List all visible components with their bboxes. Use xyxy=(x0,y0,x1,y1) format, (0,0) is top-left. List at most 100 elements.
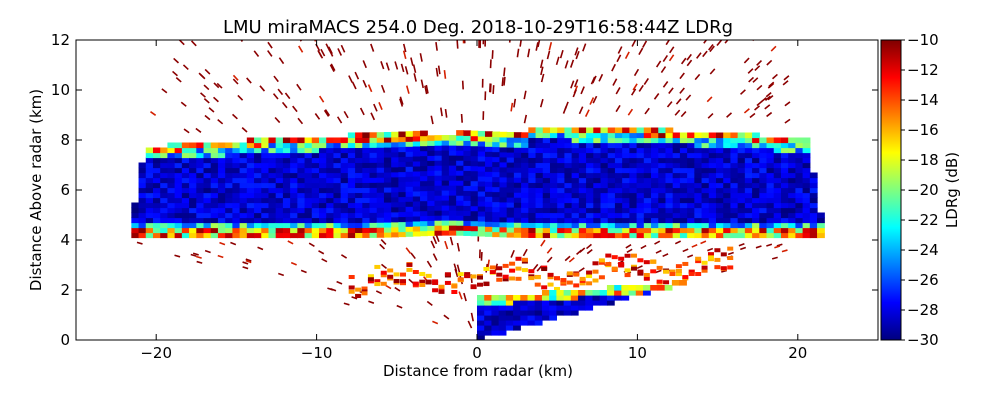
cloud-cell xyxy=(412,215,421,222)
cloud-cell xyxy=(499,141,508,148)
cloud-cell xyxy=(607,207,616,214)
cloud-cell xyxy=(622,152,630,159)
speckle-dash xyxy=(680,57,687,65)
speckle-dash xyxy=(626,248,633,254)
cloud-cell xyxy=(665,162,674,169)
speckle-dash xyxy=(679,72,685,80)
cloud-cell xyxy=(817,227,825,234)
cloud-cell xyxy=(261,187,270,194)
low-cloud-cell xyxy=(520,305,529,311)
cloud-cell xyxy=(239,192,248,199)
speckle-dash xyxy=(624,51,630,60)
cloud-cell xyxy=(564,232,573,239)
cloud-cell xyxy=(340,167,349,174)
cloud-cell xyxy=(304,157,313,164)
cloud-cell xyxy=(564,137,573,144)
low-cloud-cell xyxy=(484,310,493,316)
cloud-cell xyxy=(817,212,825,219)
speckle-dash xyxy=(325,43,331,51)
cloud-cell xyxy=(730,172,739,179)
cloud-cell xyxy=(362,222,371,228)
low-cloud-cell xyxy=(657,285,666,291)
cloud-cell xyxy=(369,142,378,148)
cloud-cell xyxy=(326,232,335,239)
cloud-cell xyxy=(744,222,753,229)
cloud-cell xyxy=(708,162,717,169)
cloud-cell xyxy=(521,202,529,208)
cloud-cell xyxy=(376,177,385,183)
cloud-cell xyxy=(528,232,537,238)
speckle-dash xyxy=(694,73,701,81)
cloud-cell xyxy=(795,162,804,169)
speckle-dash xyxy=(559,49,564,59)
cloud-cell xyxy=(679,172,688,179)
cloud-cell xyxy=(217,222,226,229)
speckle-dash xyxy=(598,73,604,82)
cloud-cell xyxy=(795,207,804,214)
speckle-dash xyxy=(784,101,791,107)
cloud-cell xyxy=(456,230,464,236)
cloud-cell xyxy=(643,172,652,179)
cloud-cell xyxy=(752,147,760,154)
cloud-cell xyxy=(290,157,298,164)
low-cloud-cell xyxy=(498,325,507,331)
cloud-cell xyxy=(499,216,508,223)
melt-cell xyxy=(502,263,509,268)
colorbar-axis: −30−28−26−24−22−20−18−16−14−12−10 xyxy=(901,31,939,349)
speckle-dash xyxy=(180,101,187,107)
cloud-cell xyxy=(311,162,320,169)
cloud-cell xyxy=(759,202,768,209)
cloud-cell xyxy=(174,207,183,214)
cloud-cell xyxy=(167,182,176,189)
cloud-cell xyxy=(383,216,392,223)
cloud-cell xyxy=(420,200,428,207)
cloud-cell xyxy=(239,147,248,154)
cloud-cell xyxy=(658,162,667,169)
cloud-cell xyxy=(369,217,378,223)
cloud-cell xyxy=(513,157,522,163)
cloud-cell xyxy=(448,135,457,141)
speckle-dash xyxy=(686,59,693,67)
cloud-cell xyxy=(513,227,522,233)
cloud-cell xyxy=(434,200,443,206)
cloud-cell xyxy=(802,207,811,214)
cloud-cell xyxy=(651,197,659,204)
cloud-cell xyxy=(405,221,414,227)
cloud-cell xyxy=(369,192,378,198)
cloud-cell xyxy=(622,187,630,194)
cloud-cell xyxy=(737,152,746,159)
speckle-dash xyxy=(213,82,220,89)
cloud-cell xyxy=(687,192,695,199)
cloud-cell xyxy=(304,167,313,174)
cloud-cell xyxy=(694,152,703,159)
cloud-cell xyxy=(658,157,667,164)
melt-cell xyxy=(361,286,368,291)
cloud-cell xyxy=(485,151,493,157)
melt-cell xyxy=(695,259,702,264)
cloud-cell xyxy=(210,222,219,229)
speckle-dash xyxy=(627,108,634,116)
cloud-cell xyxy=(636,172,645,179)
cloud-cell xyxy=(564,227,573,234)
cloud-cell xyxy=(196,197,205,204)
cloud-cell xyxy=(333,207,342,214)
cloud-cell xyxy=(391,176,400,183)
cloud-cell xyxy=(578,172,587,179)
melt-cell xyxy=(701,265,708,270)
cloud-cell xyxy=(275,222,284,229)
melt-cell xyxy=(560,280,567,285)
cloud-cell xyxy=(658,132,667,139)
cloud-cell xyxy=(167,232,176,239)
cloud-cell xyxy=(470,210,479,217)
cloud-cell xyxy=(737,177,746,184)
cloud-cell xyxy=(672,197,681,204)
cloud-cell xyxy=(564,127,573,134)
cloud-cell xyxy=(622,182,630,189)
cloud-cell xyxy=(131,202,140,209)
cloud-cell xyxy=(578,142,587,149)
speckle-dash xyxy=(354,71,360,80)
cloud-cell xyxy=(174,227,183,234)
cloud-cell xyxy=(160,182,169,189)
cloud-cell xyxy=(217,157,226,164)
cloud-cell xyxy=(319,172,327,179)
